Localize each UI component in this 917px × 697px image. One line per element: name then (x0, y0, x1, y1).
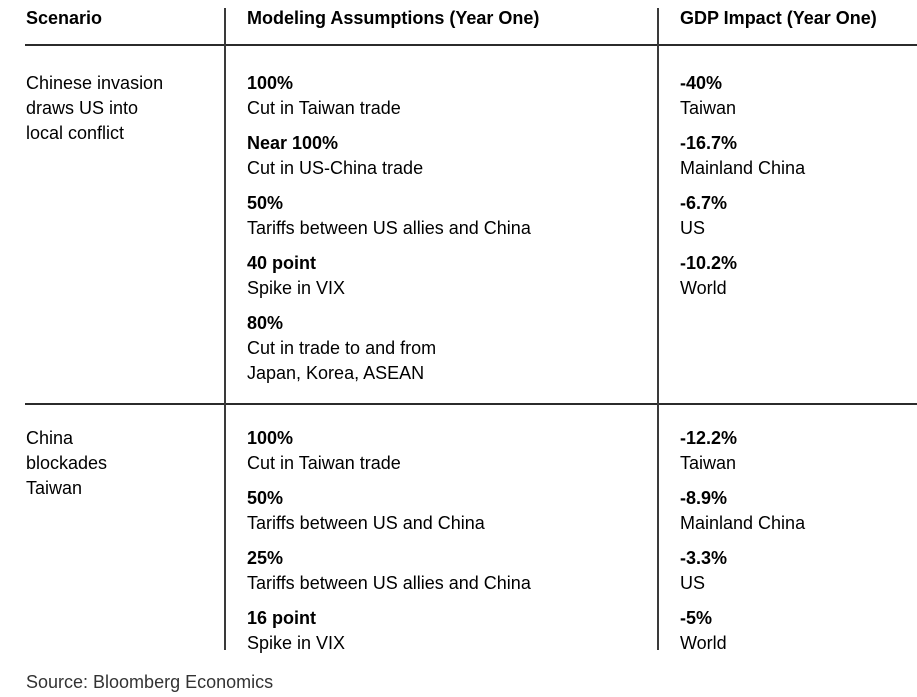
impact-region: US (680, 573, 706, 593)
row-divider-rule (25, 403, 917, 405)
assumption-desc: Cut in trade to and from (247, 338, 437, 358)
impact-item: -12.2% Taiwan (680, 426, 912, 476)
scenario-cell-row1: Chinese invasion draws US into local con… (26, 71, 211, 146)
impact-value: -40% (680, 73, 723, 93)
impact-region: US (680, 218, 706, 238)
assumption-item: 16 point Spike in VIX (247, 606, 647, 656)
source-note: Source: Bloomberg Economics (26, 672, 274, 692)
assumptions-cell-row2: 100% Cut in Taiwan trade 50% Tariffs bet… (247, 426, 647, 656)
assumption-item: 100% Cut in Taiwan trade (247, 71, 647, 121)
assumption-desc: Spike in VIX (247, 278, 346, 298)
assumption-value: 100% (247, 73, 294, 93)
assumption-desc: Cut in US-China trade (247, 158, 424, 178)
scenario-line: Taiwan (26, 478, 83, 498)
column-divider-1 (224, 8, 226, 650)
impact-region: World (680, 278, 727, 298)
column-header-scenario: Scenario (26, 8, 103, 28)
scenario-line: Chinese invasion (26, 73, 164, 93)
impact-item: -3.3% US (680, 546, 912, 596)
impact-cell-row2: -12.2% Taiwan -8.9% Mainland China -3.3%… (680, 426, 912, 656)
assumption-value: 50% (247, 193, 284, 213)
scenario-line: China (26, 428, 74, 448)
impact-value: -16.7% (680, 133, 738, 153)
assumption-desc: Spike in VIX (247, 633, 346, 653)
column-header-gdp-impact: GDP Impact (Year One) (680, 8, 877, 28)
impact-cell-row1: -40% Taiwan -16.7% Mainland China -6.7% … (680, 71, 912, 301)
impact-region: Taiwan (680, 453, 737, 473)
scenario-line: blockades (26, 453, 108, 473)
scenario-cell-row2: China blockades Taiwan (26, 426, 211, 501)
assumption-value: 80% (247, 313, 284, 333)
impact-item: -10.2% World (680, 251, 912, 301)
assumption-item: Near 100% Cut in US-China trade (247, 131, 647, 181)
scenario-line: draws US into (26, 98, 139, 118)
column-divider-2 (657, 8, 659, 650)
scenario-line: local conflict (26, 123, 125, 143)
assumption-desc: Tariffs between US allies and China (247, 218, 531, 238)
assumption-value: Near 100% (247, 133, 339, 153)
assumption-value: 16 point (247, 608, 317, 628)
assumption-item: 50% Tariffs between US and China (247, 486, 647, 536)
impact-value: -12.2% (680, 428, 738, 448)
header-rule (25, 44, 917, 46)
impact-value: -10.2% (680, 253, 738, 273)
assumption-item: 50% Tariffs between US allies and China (247, 191, 647, 241)
impact-value: -8.9% (680, 488, 728, 508)
impact-item: -16.7% Mainland China (680, 131, 912, 181)
assumption-value: 100% (247, 428, 294, 448)
impact-item: -6.7% US (680, 191, 912, 241)
assumption-desc: Cut in Taiwan trade (247, 453, 401, 473)
assumption-item: 100% Cut in Taiwan trade (247, 426, 647, 476)
impact-region: Mainland China (680, 513, 806, 533)
impact-region: Taiwan (680, 98, 737, 118)
impact-item: -40% Taiwan (680, 71, 912, 121)
assumption-value: 40 point (247, 253, 317, 273)
assumption-desc: Tariffs between US allies and China (247, 573, 531, 593)
assumption-value: 25% (247, 548, 284, 568)
impact-region: Mainland China (680, 158, 806, 178)
assumption-desc: Japan, Korea, ASEAN (247, 363, 425, 383)
assumption-value: 50% (247, 488, 284, 508)
column-header-assumptions: Modeling Assumptions (Year One) (247, 8, 540, 28)
impact-region: World (680, 633, 727, 653)
impact-item: -8.9% Mainland China (680, 486, 912, 536)
assumption-item: 80% Cut in trade to and from Japan, Kore… (247, 311, 647, 386)
assumption-item: 25% Tariffs between US allies and China (247, 546, 647, 596)
impact-value: -5% (680, 608, 713, 628)
impact-value: -3.3% (680, 548, 728, 568)
impact-value: -6.7% (680, 193, 728, 213)
assumption-item: 40 point Spike in VIX (247, 251, 647, 301)
impact-item: -5% World (680, 606, 912, 656)
assumption-desc: Tariffs between US and China (247, 513, 485, 533)
assumption-desc: Cut in Taiwan trade (247, 98, 401, 118)
assumptions-cell-row1: 100% Cut in Taiwan trade Near 100% Cut i… (247, 71, 647, 386)
